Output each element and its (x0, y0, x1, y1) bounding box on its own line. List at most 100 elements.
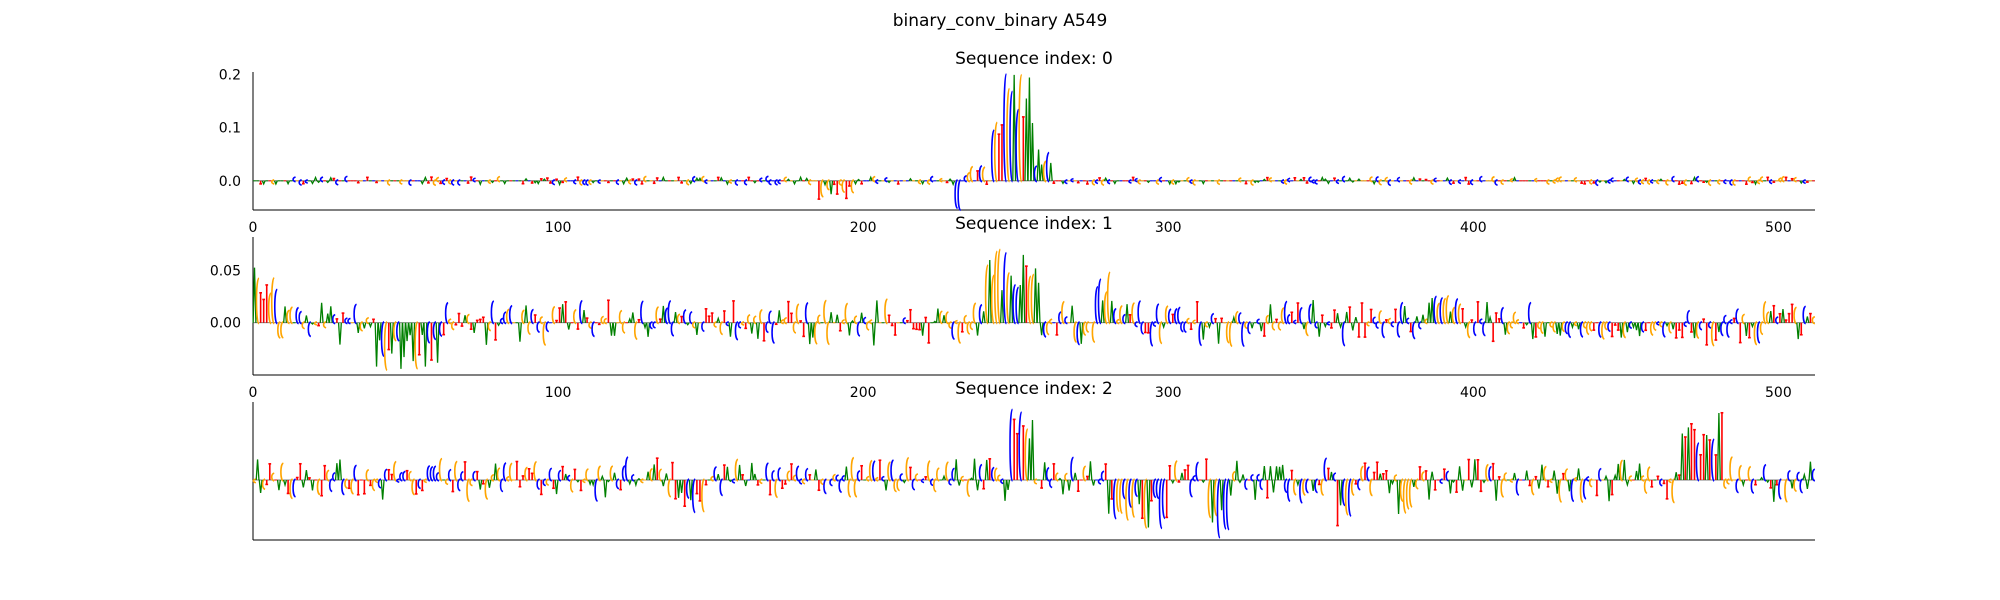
logo-letter (1210, 479, 1215, 523)
logo-letter (1091, 320, 1096, 344)
logo-letter (597, 322, 601, 326)
logo-letter (1234, 310, 1239, 325)
logo-letter (435, 471, 440, 482)
logo-letter (1582, 478, 1587, 500)
logo-letter (396, 320, 400, 342)
logo-letter (325, 313, 330, 323)
logo-letter (478, 318, 482, 323)
logo-letter (997, 248, 1002, 325)
logo-letter (280, 462, 284, 482)
logo-letter (1625, 176, 1630, 183)
logo-letter (1467, 180, 1471, 185)
logo-letter (1411, 320, 1416, 340)
logo-letter (524, 177, 528, 182)
logo-letter (1167, 180, 1172, 186)
logo-letter (430, 322, 433, 361)
logo-letter (993, 121, 999, 183)
logo-letter (1479, 318, 1483, 325)
logo-letter (1512, 472, 1517, 481)
logo-letter (469, 176, 473, 181)
logo-letter (1015, 108, 1020, 183)
logo-letter (701, 320, 705, 333)
logo-letter (817, 180, 821, 200)
logo-letter (1375, 175, 1379, 183)
logo-letter (597, 465, 602, 482)
logo-letter (1677, 474, 1681, 480)
logo-letter (957, 479, 962, 486)
logo-letter (841, 319, 845, 325)
logo-letter (744, 322, 748, 330)
logo-letter (777, 310, 782, 323)
logo-letter (716, 316, 721, 323)
logo-letter (896, 180, 900, 185)
logo-letter (1747, 176, 1752, 183)
logo-letter (734, 320, 739, 341)
logo-letter (734, 179, 739, 186)
logo-letter (948, 320, 952, 330)
logo-letter (1759, 320, 1764, 336)
logo-letter (826, 179, 830, 191)
logo-letter (1409, 322, 1413, 333)
logo-letter (463, 315, 468, 323)
logo-letter (633, 479, 638, 488)
logo-letter (1195, 300, 1199, 323)
logo-letter (1216, 179, 1221, 186)
logo-letter (460, 470, 464, 482)
panels: Sequence index: 0 0.0 0.1 0.2 0 100 200 300 400 5… (210, 49, 1816, 541)
logo-letter (389, 322, 394, 354)
logo-letter (658, 318, 662, 323)
logo-letter (451, 480, 455, 493)
logo-letter (1189, 322, 1193, 331)
logo-letter (914, 473, 919, 482)
logo-letter (1579, 320, 1584, 338)
logo-letter (655, 457, 659, 480)
logo-letter (694, 322, 699, 336)
logo-letter (325, 469, 330, 482)
logo-letter (1576, 468, 1581, 481)
logo-letter (1686, 427, 1691, 481)
logo-letter (411, 322, 416, 362)
logo-letter (591, 180, 596, 184)
logo-letter (1573, 476, 1578, 482)
logo-letter (884, 298, 889, 325)
y-tick-label: 0.00 (210, 316, 241, 332)
logo-letter (1561, 472, 1565, 480)
logo-letter (1625, 322, 1630, 333)
logo-letter (1418, 320, 1422, 330)
logo-letter (1567, 479, 1572, 492)
logo-letter (710, 312, 714, 323)
logo-letter (1274, 466, 1279, 481)
panel-1: Sequence index: 1 0.00 0.05 0 100 200 300 400 50… (210, 214, 1816, 401)
logo-letter (1778, 177, 1782, 183)
logo-letter (1802, 472, 1807, 481)
logo-letter (320, 480, 324, 497)
logo-letter (1180, 320, 1184, 333)
logo-letter (1006, 87, 1011, 183)
logo-letter (252, 478, 257, 484)
logo-letter (1702, 318, 1706, 323)
y-tick-label: 0.1 (219, 121, 241, 137)
logo-letter (1576, 322, 1581, 330)
logo-letter (1607, 320, 1611, 333)
logo-letter (1338, 322, 1343, 330)
logo-letter (957, 320, 962, 344)
logo-letter (633, 320, 638, 341)
logo-letter (1399, 301, 1404, 325)
logo-letter (1155, 478, 1160, 500)
logo-letter (1583, 180, 1587, 185)
logo-letter (679, 479, 684, 494)
logo-letter (1451, 306, 1456, 325)
figure-title: binary_conv_binary A549 (893, 11, 1108, 31)
logo-letter (966, 478, 971, 498)
logo-letter (976, 170, 979, 181)
logo-letter (652, 464, 657, 481)
logo-letter (1147, 322, 1150, 334)
logo-letter (698, 480, 702, 502)
logo-letter (1262, 178, 1267, 182)
logo-letter (1570, 478, 1575, 503)
logo-letter (1769, 480, 1773, 489)
logo-letter (551, 305, 556, 325)
logo-letter (585, 179, 589, 187)
logo-letter (728, 322, 733, 337)
logo-letter (1683, 179, 1688, 187)
